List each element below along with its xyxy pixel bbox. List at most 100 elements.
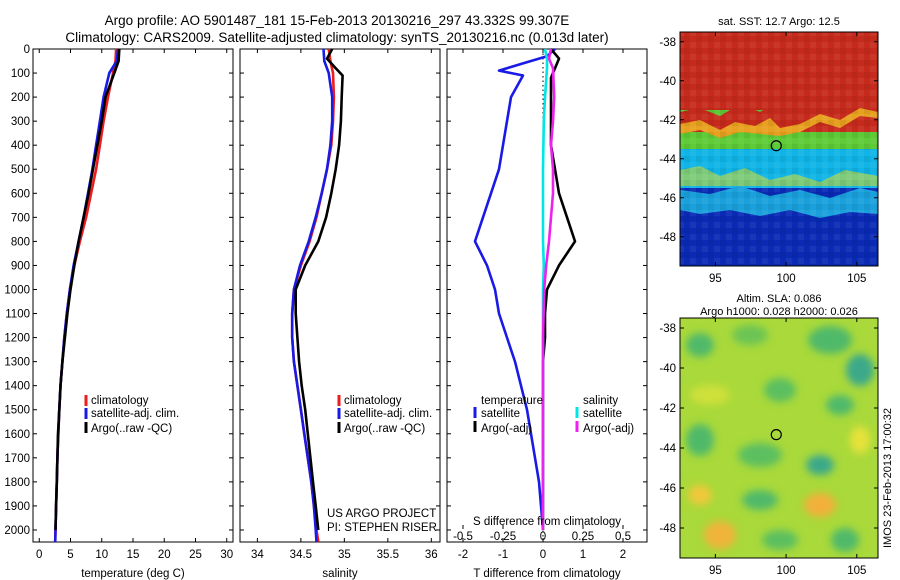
salinity-legend: climatology satellite-adj. clim. Argo(..… [337, 395, 432, 435]
x-tick-label: 1 [580, 549, 586, 561]
legend-label-t-satellite: satellite [481, 408, 520, 420]
legend-title-temperature: temperature [481, 395, 543, 407]
difference-x-axis: -2 -1 0 1 2 [458, 49, 626, 561]
legend-label-s-argo: Argo(-adj) [583, 423, 634, 435]
legend-label-satellite: satellite-adj. clim. [344, 408, 432, 420]
sst-map-panel: sat. SST: 12.7 Argo: 12.5 -38 -40 -42 -44 -4… [659, 16, 879, 285]
s-difference-xlabel: S difference from climatology [473, 516, 621, 528]
difference-series [473, 48, 577, 531]
legend-label-climatology: climatology [91, 395, 149, 407]
y-tick-label: 300 [11, 116, 30, 128]
map-lat-label: -46 [659, 193, 676, 205]
map-lat-label: -40 [659, 76, 676, 88]
difference-legend: temperature salinity satellite Argo(-adj… [473, 395, 634, 435]
y-tick-label: 500 [11, 164, 30, 176]
x-tick-label: 10 [95, 549, 108, 561]
legend-label-argo: Argo(..raw -QC) [91, 423, 172, 435]
y-tick-label: 1500 [4, 405, 30, 417]
salinity-xlabel: salinity [322, 568, 357, 580]
y-tick-label: 1800 [4, 477, 30, 489]
map-lon-label: 105 [847, 273, 866, 285]
series-line-satellite [290, 48, 334, 543]
x-tick-label: -1 [498, 549, 508, 561]
x-tick-label: 2 [620, 549, 626, 561]
sla-map-ticks: -38 -40 -42 -44 -46 -48 95 100 105 [659, 318, 878, 577]
salinity-x-axis: 34 34.5 35 35.5 36 [251, 49, 438, 561]
y-tick-label: 0 [24, 44, 30, 56]
title-line2: Climatology: CARS2009. Satellite-adjuste… [65, 30, 608, 45]
sla-map-panel: Altim. SLA: 0.086 Argo h1000: 0.028 h200… [659, 293, 894, 577]
y-tick-label: 2000 [4, 525, 30, 537]
map-lat-label: -38 [659, 323, 676, 335]
difference-axes [446, 48, 648, 543]
y-tick-label: 800 [11, 236, 30, 248]
map-lat-label: -38 [659, 37, 676, 49]
y-tick-label: 200 [11, 92, 30, 104]
legend-label-argo: Argo(..raw -QC) [344, 423, 425, 435]
y-tick-label: 1400 [4, 381, 30, 393]
x-tick-label: 35.5 [377, 549, 399, 561]
sla-map-title: Altim. SLA: 0.086 [737, 293, 822, 305]
y-tick-label: 700 [11, 212, 30, 224]
series-line-satellite [473, 48, 556, 531]
y-tick-label: 1000 [4, 284, 30, 296]
x-tick-label: 34 [251, 549, 264, 561]
salinity-panel: 34 34.5 35 35.5 36 salinity climatology sate… [239, 48, 441, 580]
legend-label-t-argo: Argo(-adj) [481, 423, 532, 435]
x-tick-label: 30 [220, 549, 233, 561]
project-annotation: US ARGO PROJECT [327, 508, 436, 520]
map-lat-label: -42 [659, 403, 676, 415]
y-tick-label: 1100 [5, 309, 30, 321]
sla-map-frame [679, 317, 879, 559]
legend-label-s-satellite: satellite [583, 408, 622, 420]
map-lon-label: 100 [776, 565, 795, 577]
x-tick-label: 15 [127, 549, 140, 561]
map-lat-label: -44 [659, 154, 676, 166]
map-lat-label: -48 [659, 232, 676, 244]
temperature-x-axis: 0 5 10 15 20 25 30 [36, 49, 233, 561]
map-lon-label: 105 [847, 565, 866, 577]
pi-annotation: PI: STEPHEN RISER [327, 522, 437, 534]
difference-s-axis: -0.5 -0.25 0 0.25 0.5 [453, 525, 631, 543]
series-line-argo [54, 48, 121, 531]
series-line-argo [541, 48, 577, 530]
map-lat-label: -48 [659, 523, 676, 535]
series-line-satellite [53, 48, 120, 543]
y-tick-label: 1700 [4, 453, 30, 465]
y-tick-label: 400 [11, 140, 30, 152]
salinity-axes [239, 48, 441, 543]
series-line-climatology [290, 48, 336, 543]
y-tick-label: 1300 [4, 357, 30, 369]
y-tick-label: 600 [11, 188, 30, 200]
map-lat-label: -46 [659, 483, 676, 495]
argo-location-marker [770, 140, 782, 152]
x-tick-label: 35 [338, 549, 351, 561]
map-lon-label: 100 [776, 273, 795, 285]
s-tick-label: -0.5 [453, 531, 473, 543]
series-line-sal_argo [541, 48, 556, 530]
sst-map-title: sat. SST: 12.7 Argo: 12.5 [718, 16, 840, 28]
s-tick-label: 0.5 [615, 531, 631, 543]
s-tick-label: -0.25 [490, 531, 516, 543]
argo-location-marker [770, 429, 782, 441]
map-lat-label: -44 [659, 443, 676, 455]
sst-map-frame [679, 31, 879, 267]
x-tick-label: 25 [189, 549, 202, 561]
x-tick-label: 0 [540, 549, 546, 561]
legend-title-salinity: salinity [583, 395, 618, 407]
sst-map-ticks: -38 -40 -42 -44 -46 -48 95 100 105 [659, 32, 878, 285]
y-tick-label: 1900 [4, 501, 30, 513]
title-line1: Argo profile: AO 5901487_181 15-Feb-2013… [105, 13, 570, 28]
legend-label-climatology: climatology [344, 395, 402, 407]
y-tick-label: 100 [11, 68, 30, 80]
temperature-series [53, 48, 121, 543]
map-lon-label: 95 [709, 565, 722, 577]
x-tick-label: 20 [158, 549, 171, 561]
temperature-panel: 0100200300400500600700800900100011001200… [4, 44, 234, 580]
x-tick-label: -2 [458, 549, 468, 561]
salinity-series [290, 48, 344, 543]
x-tick-label: 0 [36, 549, 42, 561]
sla-heatmap [680, 318, 878, 558]
difference-depth-ticks [447, 48, 647, 531]
